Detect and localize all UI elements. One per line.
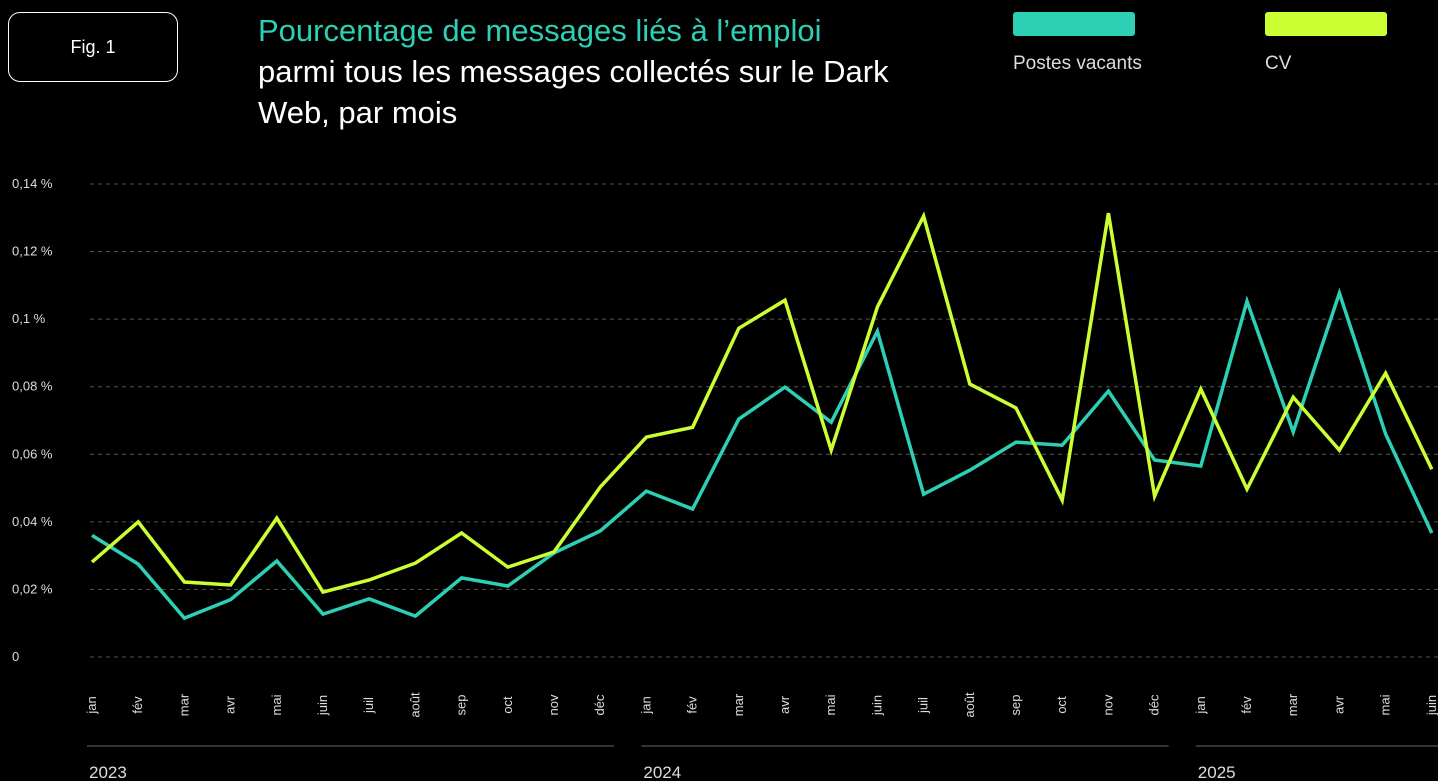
y-tick-label: 0 (12, 649, 19, 664)
x-tick-label: jan (638, 696, 653, 714)
legend-swatch (1013, 12, 1135, 36)
x-tick-label: mai (1378, 694, 1393, 715)
x-tick-label: avr (1331, 695, 1346, 714)
x-tick-label: mai (823, 694, 838, 715)
year-label: 2023 (89, 763, 127, 781)
y-tick-label: 0,06 % (12, 446, 53, 461)
x-tick-label: oct (500, 696, 515, 714)
x-tick-label: fév (685, 696, 700, 714)
year-label: 2025 (1198, 763, 1236, 781)
year-label: 2024 (643, 763, 681, 781)
x-tick-label: juil (916, 697, 931, 714)
x-tick-label: mai (269, 694, 284, 715)
y-tick-label: 0,02 % (12, 581, 53, 596)
x-tick-label: déc (592, 694, 607, 715)
chart-title: Pourcentage de messages liés à l’emploi (258, 13, 822, 48)
legend-swatch (1265, 12, 1387, 36)
x-tick-label: fév (1239, 696, 1254, 714)
x-tick-label: avr (777, 695, 792, 714)
x-tick-label: nov (1100, 694, 1115, 715)
titles: Pourcentage de messages liés à l’emploi … (258, 10, 958, 133)
series-line (91, 287, 1434, 621)
x-tick-label: déc (1147, 694, 1162, 715)
x-tick-label: jan (84, 696, 99, 714)
x-tick-label: juin (315, 695, 330, 716)
x-tick-label: juin (869, 695, 884, 716)
chart-subtitle: parmi tous les messages collectés sur le… (258, 54, 889, 130)
y-tick-label: 0,1 % (12, 311, 46, 326)
x-tick-label: oct (1054, 696, 1069, 714)
x-tick-label: jan (1193, 696, 1208, 714)
x-tick-label: sep (1008, 695, 1023, 716)
x-tick-label: juil (361, 697, 376, 714)
y-tick-label: 0,14 % (12, 176, 53, 191)
y-tick-label: 0,04 % (12, 514, 53, 529)
y-tick-label: 0,12 % (12, 244, 53, 259)
y-tick-label: 0,08 % (12, 379, 53, 394)
x-tick-label: août (962, 692, 977, 718)
series-line (90, 211, 1434, 595)
x-tick-label: mar (1285, 693, 1300, 716)
x-tick-label: nov (546, 694, 561, 715)
x-tick-label: sep (454, 695, 469, 716)
legend-label: Postes vacants (1013, 53, 1142, 74)
figure-label: Fig. 1 (8, 12, 178, 82)
legend-label: CV (1265, 53, 1292, 74)
x-tick-label: avr (223, 695, 238, 714)
x-tick-label: fév (130, 696, 145, 714)
x-tick-label: juin (1424, 695, 1438, 716)
x-tick-label: mar (731, 693, 746, 716)
x-tick-label: août (407, 692, 422, 718)
x-tick-label: mar (176, 693, 191, 716)
